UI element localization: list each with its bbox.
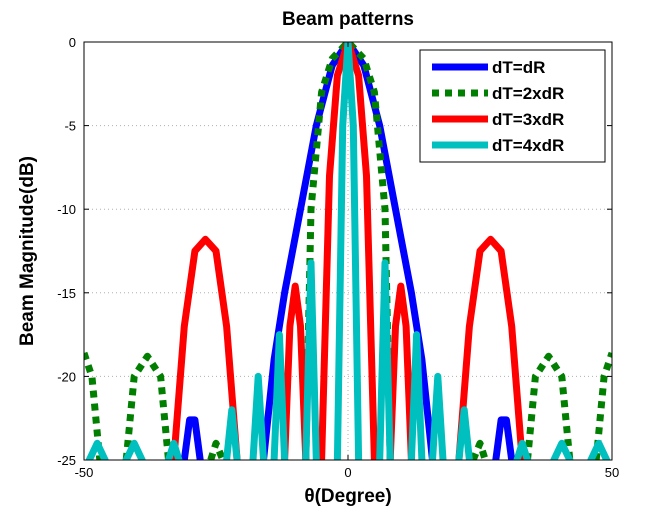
series-line-3 xyxy=(170,42,526,460)
y-axis-label: Beam Magnitude(dB) xyxy=(17,156,38,346)
y-tick-label: -25 xyxy=(57,453,76,468)
x-tick-label: 50 xyxy=(605,465,619,480)
x-tick-label: -50 xyxy=(75,465,94,480)
chart-title: Beam patterns xyxy=(282,9,414,30)
y-tick-label: 0 xyxy=(69,35,76,50)
series-line-2 xyxy=(84,42,612,460)
y-tick-label: -15 xyxy=(57,286,76,301)
x-axis-label: θ(Degree) xyxy=(304,486,391,507)
axis-ticks: 0 -5 -10 -15 -20 -25-50 0 50 xyxy=(57,35,619,480)
y-tick-label: -20 xyxy=(57,369,76,384)
series-line-4 xyxy=(85,42,611,460)
series-lines xyxy=(84,42,612,460)
y-tick-label: -5 xyxy=(64,119,76,134)
legend-label-3: dT=3xdR xyxy=(492,110,564,129)
legend: dT=dR dT=2xdR dT=3xdR dT=4xdR xyxy=(419,49,606,163)
x-tick-label: 0 xyxy=(344,465,351,480)
legend-label-2: dT=2xdR xyxy=(492,84,564,103)
series-line-1 xyxy=(180,42,516,460)
legend-label-1: dT=dR xyxy=(492,58,545,77)
y-tick-label: -10 xyxy=(57,202,76,217)
legend-label-4: dT=4xdR xyxy=(492,136,564,155)
